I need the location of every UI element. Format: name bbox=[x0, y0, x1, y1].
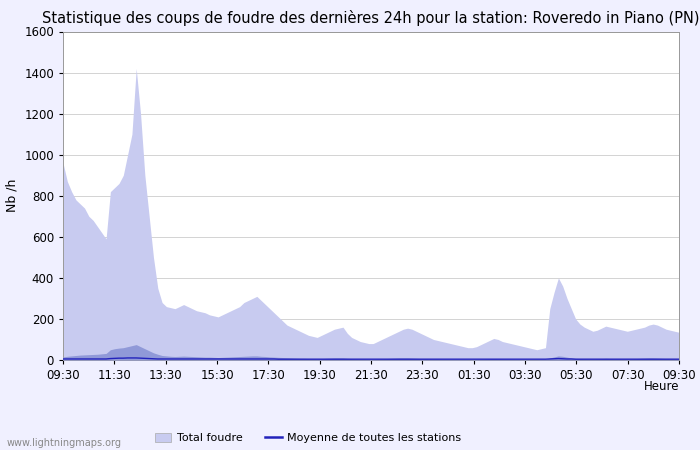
Text: www.lightningmaps.org: www.lightningmaps.org bbox=[7, 438, 122, 448]
Title: Statistique des coups de foudre des dernières 24h pour la station: Roveredo in P: Statistique des coups de foudre des dern… bbox=[42, 10, 700, 26]
Y-axis label: Nb /h: Nb /h bbox=[6, 179, 19, 212]
Text: Heure: Heure bbox=[643, 380, 679, 393]
